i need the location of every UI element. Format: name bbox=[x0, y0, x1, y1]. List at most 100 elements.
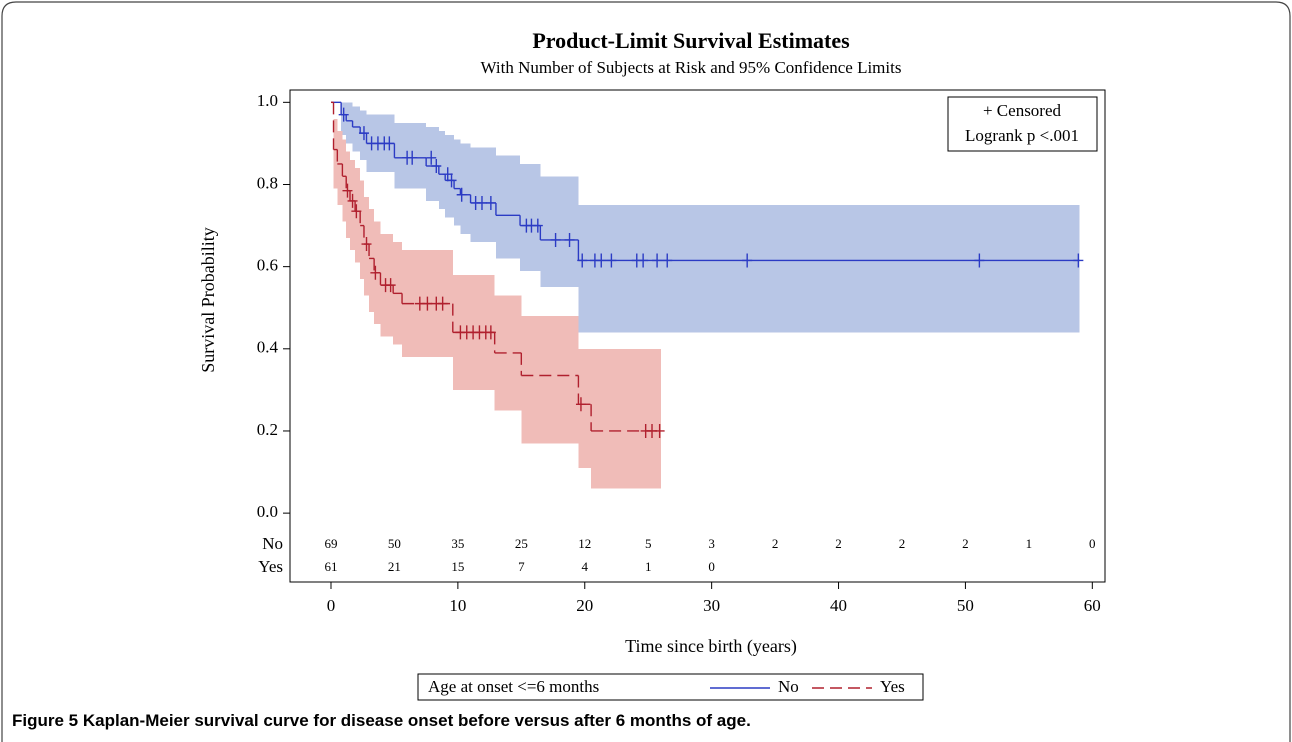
inset-legend-box bbox=[947, 96, 1098, 152]
y-tick-label: 0.0 bbox=[257, 502, 278, 521]
censor-mark bbox=[347, 193, 358, 208]
caption: Figure 5 Kaplan-Meier survival curve for… bbox=[12, 711, 751, 730]
chart-subtitle: With Number of Subjects at Risk and 95% … bbox=[481, 58, 902, 77]
censor-mark bbox=[596, 253, 607, 268]
censor-mark bbox=[370, 265, 381, 280]
chart-title: Product-Limit Survival Estimates bbox=[532, 28, 850, 53]
risk-count: 35 bbox=[451, 536, 464, 551]
confidence-band bbox=[578, 205, 1080, 333]
y-axis-label: Survival Probability bbox=[198, 227, 218, 373]
plot-area bbox=[330, 101, 1084, 438]
censor-mark bbox=[550, 232, 561, 247]
legend: No Yes bbox=[710, 677, 905, 696]
risk-count: 5 bbox=[645, 536, 652, 551]
risk-count: 69 bbox=[324, 536, 337, 551]
censor-mark bbox=[974, 253, 985, 268]
confidence-band bbox=[352, 106, 361, 152]
risk-count: 1 bbox=[645, 559, 652, 574]
censor-mark bbox=[577, 253, 588, 268]
confidence-band bbox=[369, 209, 375, 312]
confidence-band bbox=[342, 139, 347, 222]
confidence-band bbox=[591, 348, 661, 489]
censor-mark bbox=[351, 204, 362, 219]
inset-legend-logrank: Logrank p <.001 bbox=[965, 126, 1079, 145]
risk-count: 0 bbox=[708, 559, 715, 574]
risk-count: 25 bbox=[515, 536, 528, 551]
risk-count: 2 bbox=[835, 536, 842, 551]
censor-mark bbox=[652, 253, 663, 268]
risk-row-label: No bbox=[262, 534, 283, 553]
x-tick-label: 10 bbox=[449, 596, 466, 615]
censor-mark bbox=[385, 278, 396, 293]
censor-mark bbox=[431, 158, 442, 173]
confidence-band bbox=[521, 315, 579, 444]
inset-legend-censored: + Censored bbox=[983, 101, 1062, 120]
censor-mark bbox=[446, 173, 457, 188]
y-tick-label: 0.8 bbox=[257, 173, 278, 192]
censor-mark bbox=[426, 150, 437, 165]
censor-mark bbox=[384, 136, 395, 151]
confidence-band bbox=[337, 131, 343, 206]
confidence-band bbox=[445, 135, 455, 218]
caption-text: Kaplan-Meier survival curve for disease … bbox=[83, 711, 751, 730]
confidence-band bbox=[438, 131, 446, 210]
censor-mark bbox=[456, 187, 467, 202]
censor-mark bbox=[638, 253, 649, 268]
risk-count: 15 bbox=[451, 559, 464, 574]
plot-frame bbox=[289, 89, 1106, 583]
risk-count: 21 bbox=[388, 559, 401, 574]
censor-mark bbox=[338, 107, 349, 122]
x-tick-label: 0 bbox=[327, 596, 336, 615]
risk-count: 2 bbox=[772, 536, 779, 551]
censor-mark bbox=[564, 232, 575, 247]
confidence-band bbox=[454, 139, 461, 226]
risk-count: 4 bbox=[582, 559, 589, 574]
x-axis-label: Time since birth (years) bbox=[625, 636, 797, 657]
risk-count: 0 bbox=[1089, 536, 1096, 551]
censor-mark bbox=[654, 423, 665, 438]
legend-label: Yes bbox=[880, 677, 905, 696]
risk-count: 2 bbox=[962, 536, 969, 551]
x-tick-label: 40 bbox=[830, 596, 847, 615]
x-tick-label: 60 bbox=[1084, 596, 1101, 615]
censor-mark bbox=[575, 397, 586, 412]
y-tick-label: 0.2 bbox=[257, 420, 278, 439]
confidence-band bbox=[360, 180, 364, 279]
confidence-band bbox=[578, 348, 592, 468]
censor-mark bbox=[407, 150, 418, 165]
censor-mark bbox=[742, 253, 753, 268]
censor-mark bbox=[662, 253, 673, 268]
confidence-band bbox=[346, 102, 353, 144]
censor-mark bbox=[342, 183, 353, 198]
risk-count: 12 bbox=[578, 536, 591, 551]
legend-box bbox=[417, 673, 924, 701]
risk-count: 61 bbox=[324, 559, 337, 574]
confidence-band bbox=[495, 155, 521, 259]
confidence-band bbox=[355, 168, 361, 263]
y-tick-label: 1.0 bbox=[257, 91, 278, 110]
censor-mark bbox=[437, 296, 448, 311]
censor-mark bbox=[532, 218, 543, 233]
risk-count: 3 bbox=[708, 536, 715, 551]
censor-mark bbox=[1073, 253, 1084, 268]
confidence-band bbox=[520, 163, 541, 271]
confidence-band bbox=[540, 176, 579, 288]
caption-label: Figure 5 bbox=[12, 711, 78, 730]
x-tick-label: 30 bbox=[703, 596, 720, 615]
risk-count: 1 bbox=[1026, 536, 1033, 551]
censor-mark bbox=[476, 195, 487, 210]
confidence-bands bbox=[333, 102, 1080, 489]
confidence-band bbox=[470, 147, 496, 242]
x-tick-label: 50 bbox=[957, 596, 974, 615]
y-tick-label: 0.4 bbox=[257, 338, 279, 357]
risk-count: 2 bbox=[899, 536, 906, 551]
censor-mark bbox=[422, 296, 433, 311]
censor-mark bbox=[606, 253, 617, 268]
confidence-band bbox=[333, 118, 338, 189]
risk-row-label: Yes bbox=[258, 557, 283, 576]
censor-mark bbox=[361, 237, 372, 252]
x-tick-label: 20 bbox=[576, 596, 593, 615]
confidence-band bbox=[426, 126, 439, 201]
confidence-band bbox=[394, 122, 427, 189]
